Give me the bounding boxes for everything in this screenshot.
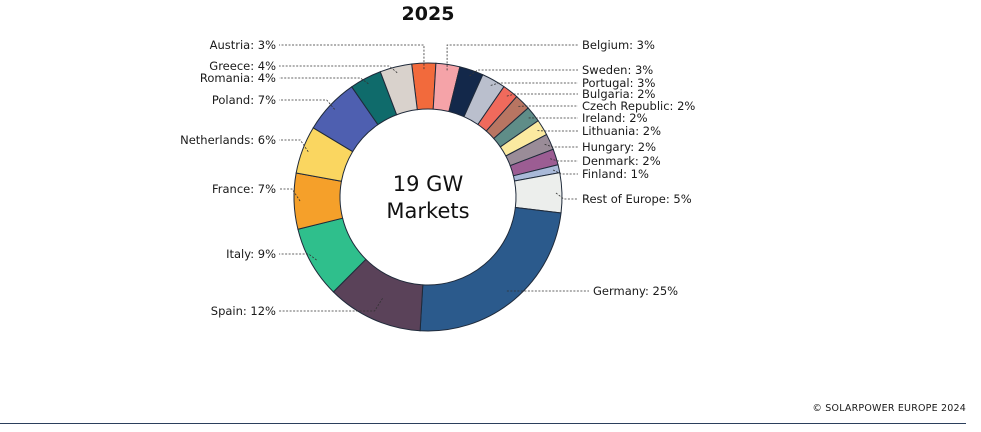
label-hungary: Hungary: 2% bbox=[582, 140, 656, 154]
center-label-line1: 19 GW bbox=[393, 172, 464, 196]
leader-finland bbox=[552, 169, 578, 175]
label-portugal: Portugal: 3% bbox=[582, 76, 655, 90]
slice-greece bbox=[379, 63, 418, 116]
chart-title: 2025 bbox=[402, 3, 455, 25]
label-romania: Romania: 4% bbox=[200, 71, 276, 85]
leader-denmark bbox=[550, 158, 578, 162]
label-lithuania: Lithuania: 2% bbox=[582, 124, 661, 138]
label-sweden: Sweden: 3% bbox=[582, 63, 653, 77]
leader-sweden bbox=[469, 69, 578, 77]
center-label-line2: Markets bbox=[386, 199, 469, 223]
label-finland: Finland: 1% bbox=[582, 167, 649, 181]
leader-spain bbox=[279, 298, 383, 312]
copyright-credit: © SOLARPOWER EUROPE 2024 bbox=[812, 403, 966, 414]
label-poland: Poland: 7% bbox=[212, 93, 276, 107]
label-france: France: 7% bbox=[212, 182, 276, 196]
label-bulgaria: Bulgaria: 2% bbox=[582, 87, 656, 101]
leader-france bbox=[279, 188, 301, 202]
leader-romania bbox=[279, 77, 369, 85]
label-denmark: Denmark: 2% bbox=[582, 154, 661, 168]
leader-netherlands bbox=[279, 139, 309, 152]
label-austria: Austria: 3% bbox=[210, 38, 276, 52]
leader-belgium bbox=[446, 44, 578, 71]
label-italy: Italy: 9% bbox=[226, 247, 276, 261]
label-germany: Germany: 25% bbox=[593, 284, 678, 298]
leader-austria bbox=[279, 44, 425, 70]
leader-italy bbox=[279, 253, 317, 261]
label-belgium: Belgium: 3% bbox=[582, 38, 655, 52]
label-netherlands: Netherlands: 6% bbox=[180, 133, 276, 147]
footer-divider bbox=[0, 423, 966, 424]
leader-bulgaria bbox=[506, 93, 578, 97]
leader-rest-of-europe bbox=[555, 192, 578, 200]
label-spain: Spain: 12% bbox=[211, 304, 276, 318]
donut-slices bbox=[293, 62, 563, 332]
leader-hungary bbox=[544, 143, 578, 148]
label-czech-republic: Czech Republic: 2% bbox=[582, 99, 695, 113]
label-greece: Greece: 4% bbox=[209, 59, 276, 73]
leader-portugal bbox=[490, 82, 578, 86]
leader-poland bbox=[279, 99, 335, 110]
label-rest-of-europe: Rest of Europe: 5% bbox=[582, 192, 692, 206]
label-ireland: Ireland: 2% bbox=[582, 111, 648, 125]
slice-germany bbox=[419, 206, 562, 332]
slice-labels: Austria: 3% Belgium: 3% Sweden: 3%Portugal… bbox=[180, 38, 695, 318]
leader-lines bbox=[279, 44, 589, 312]
